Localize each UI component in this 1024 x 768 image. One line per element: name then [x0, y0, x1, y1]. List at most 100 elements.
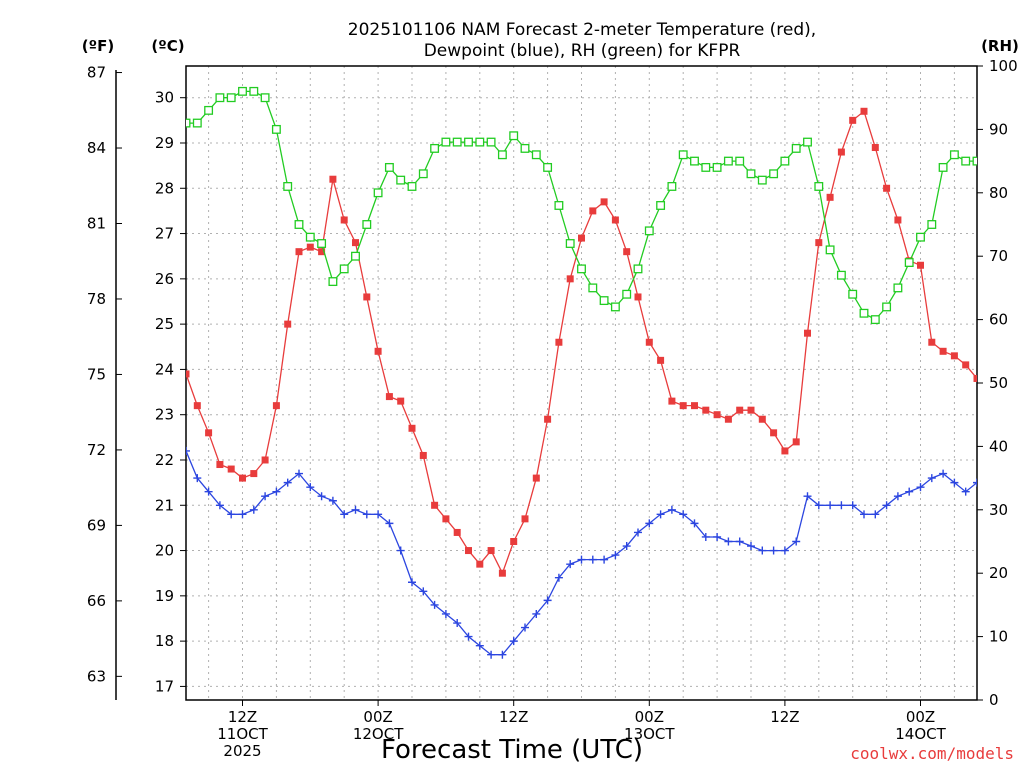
rh-point	[186, 118, 191, 128]
fahrenheit-tick-label: 84	[87, 139, 106, 157]
celsius-tick-label: 21	[155, 496, 174, 514]
dewpoint-point	[464, 632, 473, 641]
rh-point	[723, 156, 733, 166]
dewpoint-point	[204, 487, 213, 496]
temperature-point	[962, 361, 970, 369]
rh-point	[418, 169, 428, 179]
dewpoint-point	[215, 501, 224, 510]
celsius-unit-label: (ºC)	[151, 37, 184, 55]
fahrenheit-tick-label: 81	[87, 214, 106, 232]
dewpoint-point	[261, 492, 270, 501]
rh-point	[916, 232, 925, 242]
temperature-point	[589, 207, 597, 215]
rh-point	[283, 182, 293, 191]
rh-point	[588, 283, 598, 293]
dewpoint-point	[713, 532, 722, 541]
dewpoint-point	[837, 501, 846, 510]
dewpoint-point	[1007, 483, 1015, 491]
temperature-point	[227, 465, 235, 473]
chart-title-line-1: 2025101106 NAM Forecast 2-meter Temperat…	[348, 20, 816, 40]
rh-tick-label: 100	[989, 57, 1018, 75]
temperature-point	[250, 470, 258, 478]
rh-point	[938, 162, 948, 172]
celsius-tick-label: 28	[155, 179, 174, 197]
rh-point	[656, 201, 666, 210]
fahrenheit-tick-label: 87	[87, 64, 106, 82]
temperature-point	[736, 406, 744, 414]
rh-point	[238, 86, 247, 96]
x-tick-label: 2025	[223, 742, 261, 760]
temperature-point	[600, 198, 608, 206]
temperature-point	[205, 429, 213, 437]
temperature-point	[306, 243, 314, 251]
x-tick-label: 11OCT	[217, 725, 268, 743]
rh-point	[859, 308, 869, 318]
temperature-point	[578, 234, 585, 242]
temperature-point	[985, 393, 992, 400]
dewpoint-point	[860, 510, 868, 519]
rh-point	[701, 162, 711, 172]
dewpoint-point	[441, 609, 450, 618]
dewpoint-point	[848, 501, 857, 510]
temperature-point	[781, 447, 789, 455]
celsius-tick-label: 20	[155, 542, 174, 560]
celsius-tick-label: 26	[155, 270, 174, 288]
temperature-point	[837, 148, 845, 156]
rh-point	[1018, 107, 1024, 115]
rh-point	[972, 156, 977, 166]
temperature-point	[668, 397, 676, 405]
rh-point	[690, 156, 699, 166]
rh-point	[735, 156, 745, 166]
temperature-point	[272, 402, 280, 410]
temperature-point	[826, 193, 834, 201]
celsius-tick-label: 22	[155, 451, 174, 469]
temperature-point	[917, 261, 924, 269]
temperature-point	[521, 515, 529, 523]
rh-point	[192, 118, 202, 128]
rh-tick-label: 10	[989, 628, 1008, 646]
temperature-point	[261, 456, 269, 464]
temperature-point	[691, 402, 698, 410]
dewpoint-point	[554, 573, 563, 582]
rh-point	[848, 289, 858, 299]
dewpoint-point	[295, 469, 303, 478]
temperature-point	[498, 569, 506, 577]
rh-point	[769, 169, 779, 179]
dewpoint-point	[814, 501, 823, 510]
rh-point	[430, 143, 440, 153]
series-layer	[186, 86, 1024, 659]
temperature-point	[611, 216, 619, 224]
dewpoint-point	[747, 542, 755, 551]
dewpoint-point	[430, 600, 439, 609]
fahrenheit-unit-label: (ºF)	[82, 37, 114, 55]
x-tick-label: 00Z	[363, 708, 392, 726]
x-tick-label: 00Z	[635, 708, 664, 726]
temperature-point	[657, 356, 665, 364]
dewpoint-point	[306, 483, 315, 492]
rh-tick-label: 30	[989, 501, 1008, 519]
celsius-tick-label: 18	[155, 632, 174, 650]
temperature-point	[645, 338, 653, 346]
rh-point	[622, 289, 632, 299]
rh-point	[949, 150, 959, 160]
rh-point	[509, 131, 519, 141]
rh-tick-label: 40	[989, 437, 1008, 455]
dewpoint-point	[667, 505, 676, 514]
rh-point	[577, 264, 586, 274]
dewpoint-point	[588, 555, 597, 564]
rh-tick-label: 60	[989, 311, 1008, 329]
axes: 17 18 19 20 21 22 23 24 25 26 27 28 29 30 63 66 69 72 75 78…	[87, 57, 1018, 760]
temperature-point	[1007, 429, 1014, 436]
dewpoint-point	[984, 483, 992, 491]
rh-point	[339, 264, 349, 274]
temperature-point	[724, 415, 732, 423]
rh-point	[961, 156, 971, 166]
dewpoint-point	[340, 510, 349, 519]
temperature-point	[883, 184, 891, 192]
temperature-point	[804, 329, 811, 337]
fahrenheit-tick-label: 69	[87, 516, 106, 534]
dewpoint-point	[758, 546, 767, 555]
x-tick-label: 12OCT	[353, 725, 404, 743]
dewpoint-point	[792, 537, 801, 546]
